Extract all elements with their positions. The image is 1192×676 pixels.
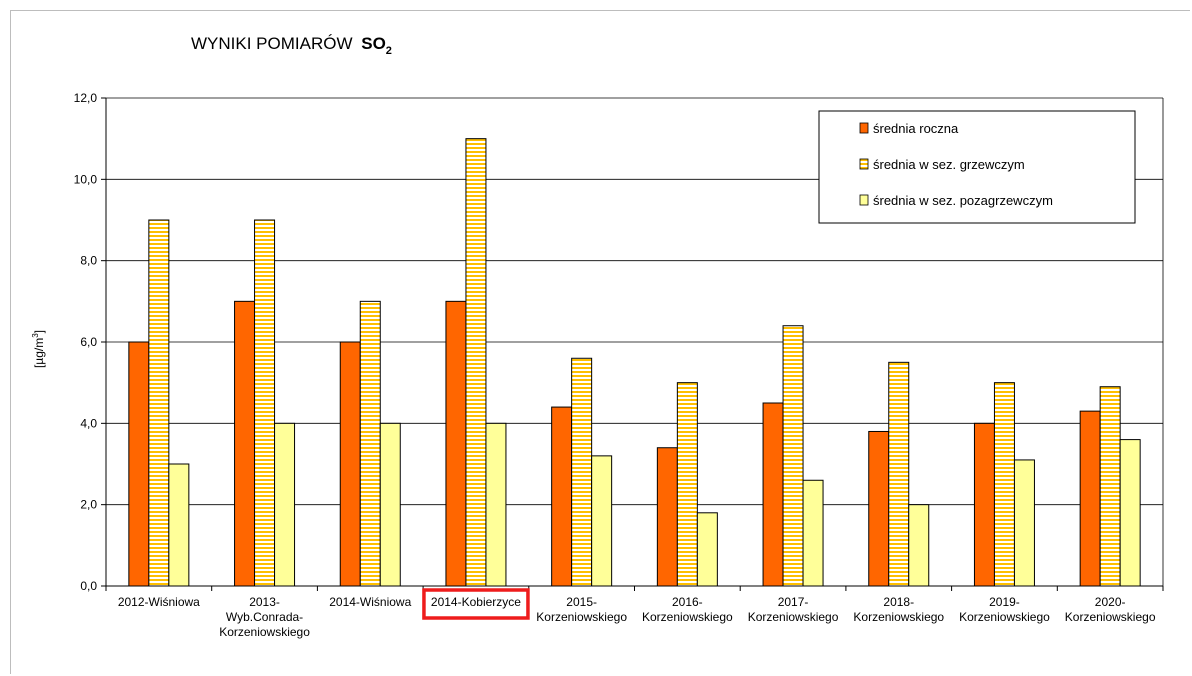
bar-srednia-pozagrzewczym (908, 504, 930, 587)
x-category-label: 2019- (989, 595, 1020, 609)
bar-srednia-grzewczym (359, 300, 381, 587)
bar-srednia-grzewczym (254, 219, 276, 587)
y-axis-label: [µg/m3] (31, 330, 46, 368)
chart-title-formula: SO (361, 34, 386, 53)
bar-srednia-pozagrzewczym (591, 455, 613, 587)
bar-srednia-pozagrzewczym (168, 463, 190, 587)
y-axis-label-suffix: ] (32, 330, 46, 333)
x-axis-labels: 2012-Wiśniowa 2013-Wyb.Conrada-Korzeniows… (118, 595, 1156, 639)
y-tick-label: 12,0 (74, 91, 98, 105)
bar-srednia-pozagrzewczym (485, 422, 507, 587)
x-category-label: 2018- (883, 595, 914, 609)
legend-box (818, 110, 1136, 224)
legend-label-pozagrzewczym: średnia w sez. pozagrzewczym (873, 193, 1053, 208)
bar-srednia-grzewczym (676, 382, 698, 587)
bar-srednia-pozagrzewczym (274, 422, 296, 587)
bar-srednia-roczna (551, 406, 573, 587)
x-category-label: 2017- (778, 595, 809, 609)
x-category-label: Korzeniowskiego (642, 610, 733, 624)
x-category-label: 2015- (566, 595, 597, 609)
x-category-label: Korzeniowskiego (536, 610, 627, 624)
x-category-label: Korzeniowskiego (748, 610, 839, 624)
y-tick-label: 8,0 (80, 254, 97, 268)
bar-srednia-pozagrzewczym (1013, 459, 1035, 587)
bar-srednia-pozagrzewczym (696, 512, 718, 587)
legend-swatch-grzewczym (859, 158, 869, 170)
y-tick-label: 4,0 (80, 416, 97, 430)
x-category-label: 2013- (249, 595, 280, 609)
bar-srednia-roczna (339, 341, 361, 587)
bar-srednia-roczna (128, 341, 150, 587)
bar-srednia-roczna (868, 430, 890, 587)
bar-srednia-roczna (445, 300, 467, 587)
bars (128, 138, 1141, 587)
bar-srednia-grzewczym (993, 382, 1015, 587)
x-category-label: Korzeniowskiego (853, 610, 944, 624)
chart-title-formula-sub: 2 (386, 45, 392, 57)
bar-srednia-roczna (656, 447, 678, 587)
legend-label-roczna: średnia roczna (873, 121, 959, 136)
legend-label-grzewczym: średnia w sez. grzewczym (873, 157, 1025, 172)
bar-srednia-roczna (234, 300, 256, 587)
bar-srednia-grzewczym (465, 138, 487, 587)
bar-srednia-grzewczym (1099, 386, 1121, 587)
chart-frame: WYNIKI POMIARÓW SO2 [µg/m3] 0,0 2,0 4,0 6,0… (10, 10, 1190, 674)
x-category-label: Korzeniowskiego (1065, 610, 1156, 624)
y-tick-label: 0,0 (80, 579, 97, 593)
legend-swatch-pozagrzewczym (859, 194, 869, 206)
x-category-label: Wyb.Conrada- (226, 610, 303, 624)
bar-srednia-pozagrzewczym (1119, 439, 1141, 587)
x-category-label: 2014-Wiśniowa (329, 595, 411, 609)
axes (105, 98, 1164, 591)
y-axis-ticks: 0,0 2,0 4,0 6,0 8,0 10,0 12,0 (74, 91, 106, 593)
x-category-label: Korzeniowskiego (219, 625, 310, 639)
y-axis-label-sup: 3 (31, 333, 40, 338)
x-category-label: 2016- (672, 595, 703, 609)
highlight-box (422, 588, 530, 620)
x-category-label: 2012-Wiśniowa (118, 595, 200, 609)
bar-srednia-grzewczym (888, 361, 910, 587)
bar-srednia-pozagrzewczym (379, 422, 401, 587)
x-category-label: 2020- (1095, 595, 1126, 609)
so2-bar-chart: WYNIKI POMIARÓW SO2 [µg/m3] 0,0 2,0 4,0 6,0… (31, 34, 1164, 639)
legend: średnia roczna średnia w sez. grzewczym … (818, 110, 1136, 224)
bar-srednia-roczna (973, 422, 995, 587)
y-axis-label-prefix: [µg/m (32, 338, 46, 368)
legend-swatch-roczna (859, 122, 869, 134)
bar-srednia-roczna (1079, 410, 1101, 587)
bar-srednia-grzewczym (571, 357, 593, 587)
y-tick-label: 2,0 (80, 498, 97, 512)
x-category-label: 2014-Kobierzyce (431, 595, 521, 609)
bar-srednia-pozagrzewczym (802, 479, 824, 587)
bar-srednia-grzewczym (148, 219, 170, 587)
y-tick-label: 6,0 (80, 335, 97, 349)
y-tick-label: 10,0 (74, 172, 98, 186)
bar-srednia-grzewczym (782, 325, 804, 587)
highlight-box-group (422, 588, 530, 620)
x-category-label: Korzeniowskiego (959, 610, 1050, 624)
chart-title-text: WYNIKI POMIARÓW (191, 34, 353, 53)
chart-title: WYNIKI POMIARÓW SO2 (191, 34, 392, 57)
bar-srednia-roczna (762, 402, 784, 587)
